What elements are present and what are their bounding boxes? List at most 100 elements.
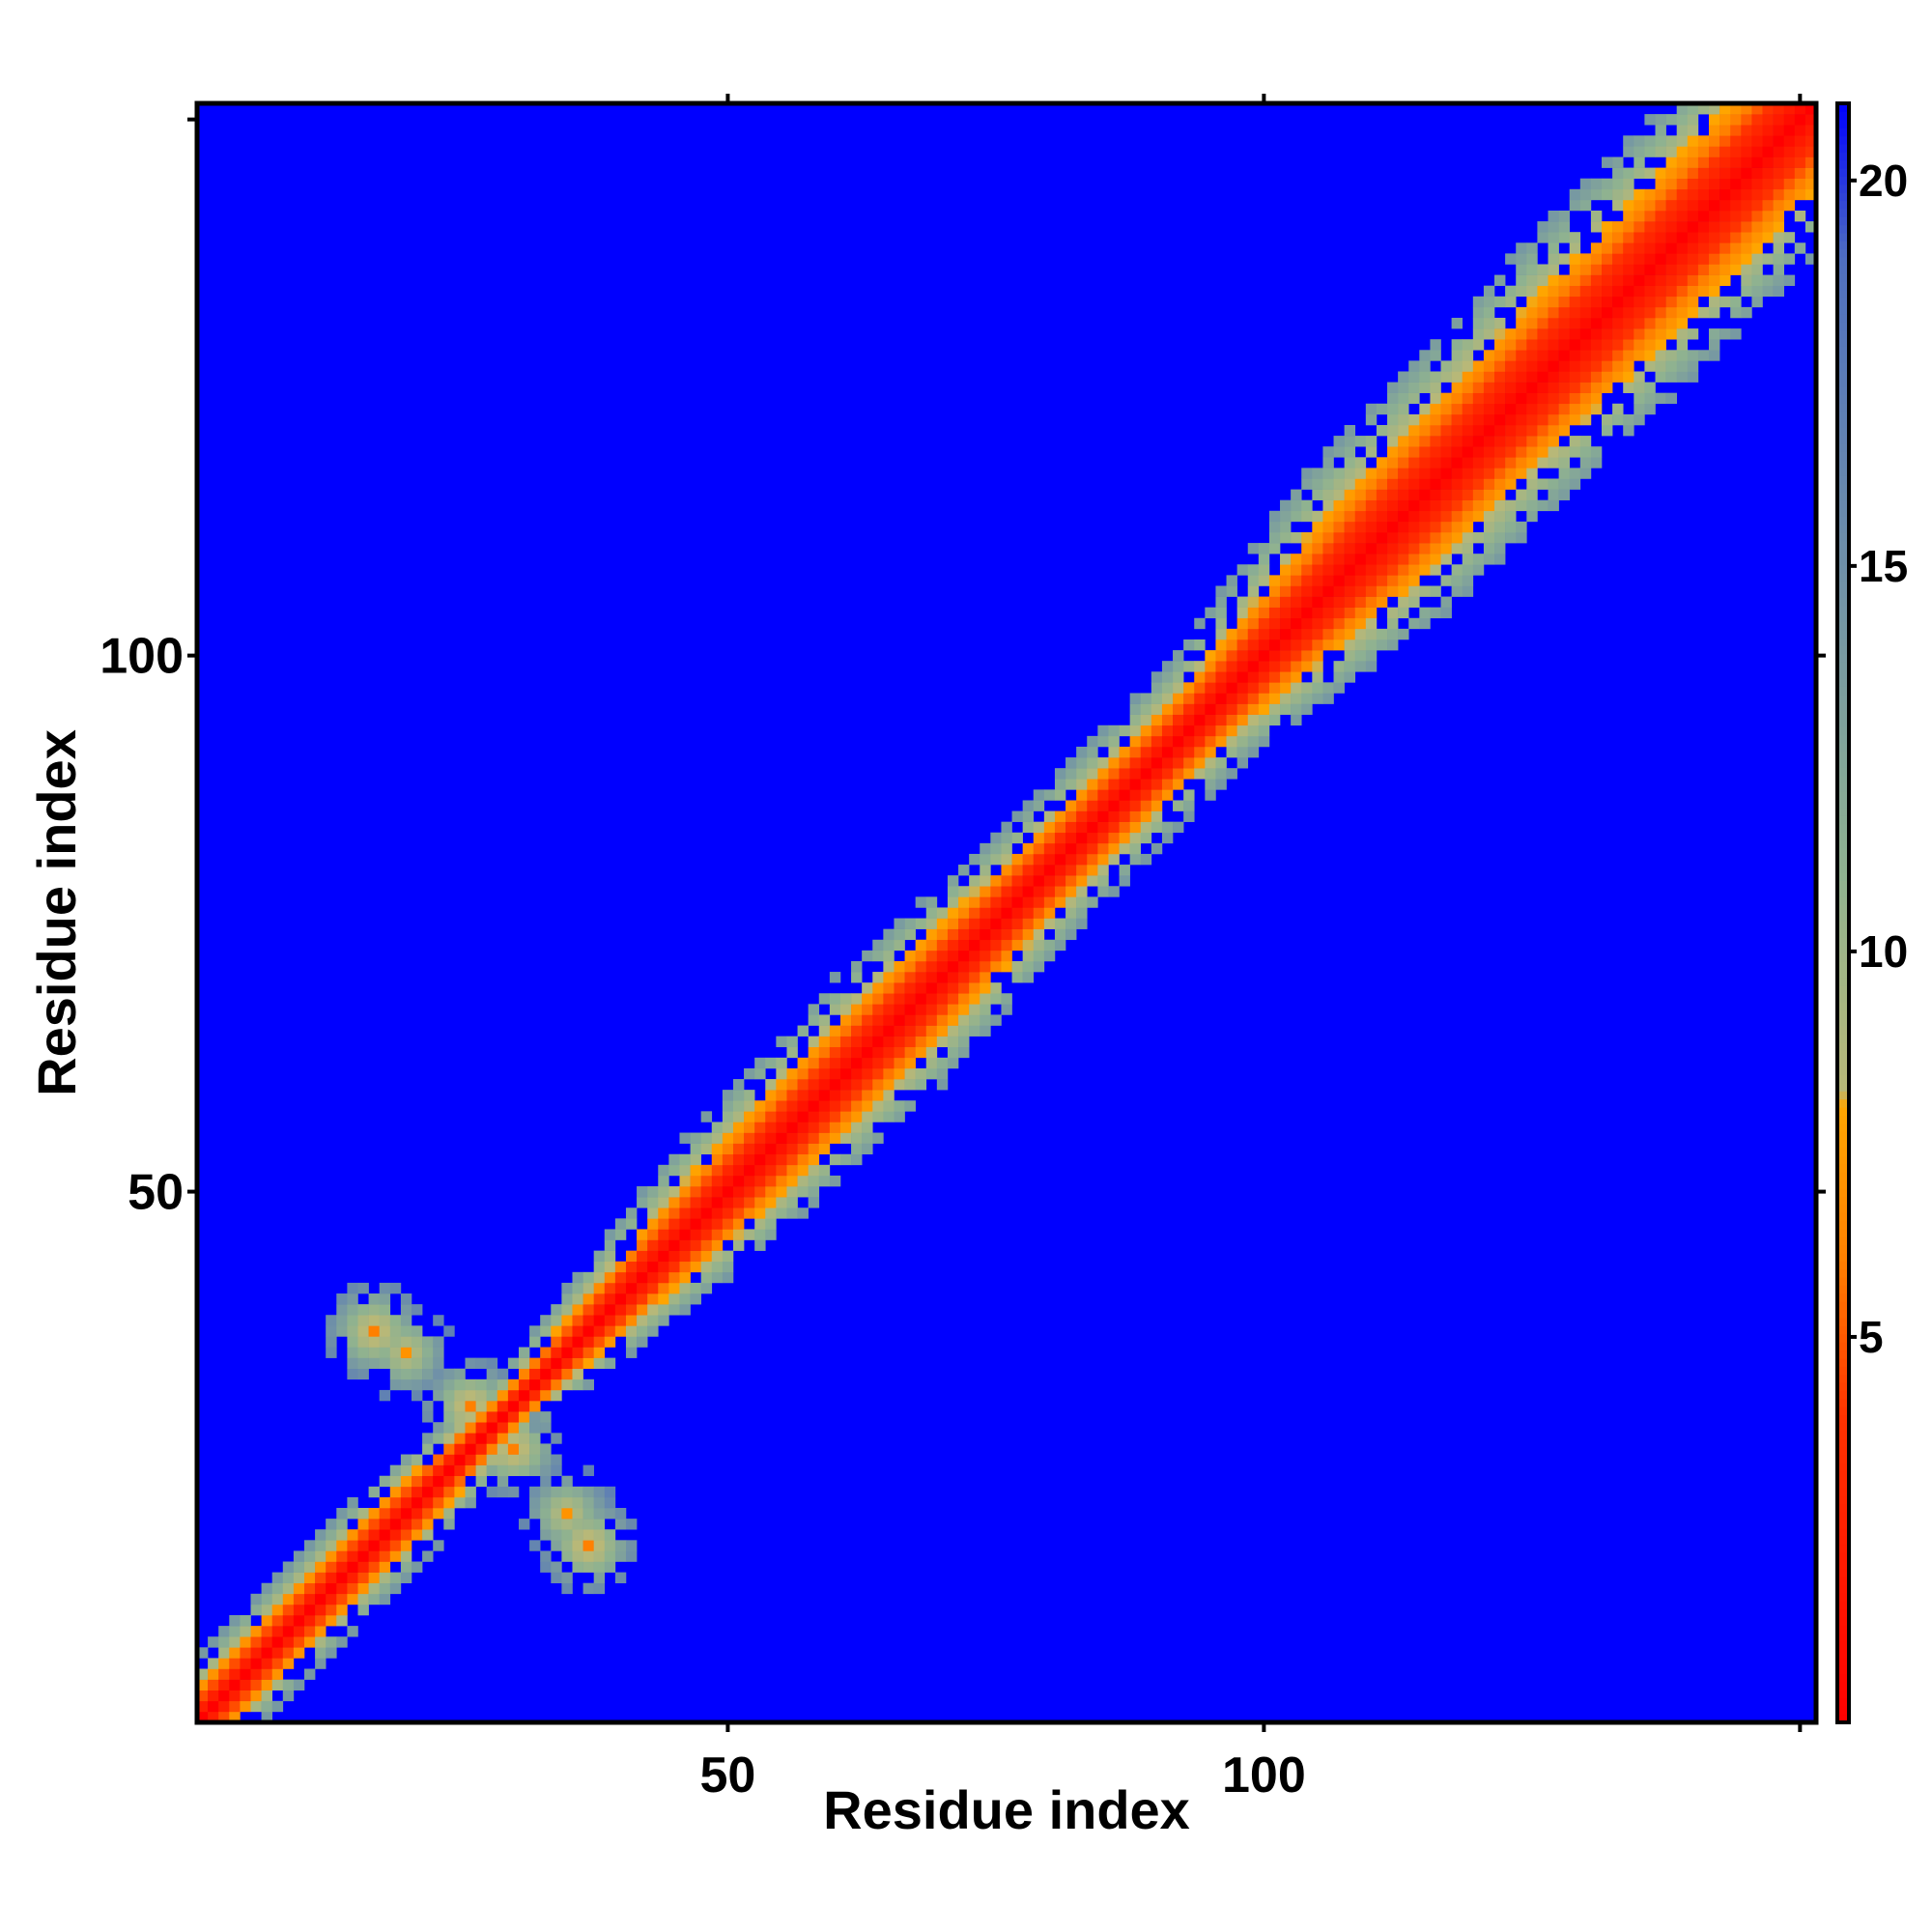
heatmap-cell	[433, 1455, 443, 1465]
heatmap-cell	[347, 1594, 357, 1605]
heatmap-cell	[1463, 468, 1473, 478]
heatmap-cell	[583, 1358, 594, 1369]
heatmap-cell	[487, 1358, 497, 1369]
heatmap-cell	[1463, 511, 1473, 522]
heatmap-cell	[508, 1379, 519, 1390]
heatmap-cell	[1570, 478, 1580, 489]
heatmap-cell	[551, 1508, 561, 1519]
heatmap-cell	[1688, 371, 1698, 382]
heatmap-cell	[969, 1014, 980, 1025]
heatmap-cell	[626, 1208, 637, 1218]
heatmap-cell	[583, 1465, 594, 1476]
heatmap-cell	[1570, 371, 1580, 382]
heatmap-cell	[1494, 425, 1505, 436]
heatmap-cell	[508, 1358, 519, 1369]
heatmap-cell	[1108, 886, 1119, 896]
heatmap-cell	[1473, 564, 1484, 575]
heatmap-cell	[1312, 564, 1322, 575]
heatmap-cell	[1215, 715, 1226, 725]
heatmap-cell	[776, 1068, 786, 1079]
heatmap-cell	[1570, 414, 1580, 425]
heatmap-cell	[1709, 297, 1719, 307]
heatmap-cell	[786, 1079, 797, 1090]
heatmap-cell	[691, 1283, 701, 1293]
heatmap-cell	[1387, 608, 1398, 618]
heatmap-cell	[1044, 919, 1055, 929]
heatmap-cell	[830, 972, 840, 982]
heatmap-cell	[1559, 307, 1570, 318]
heatmap-cell	[369, 1519, 380, 1529]
heatmap-cell	[1408, 425, 1419, 436]
heatmap-cell	[830, 1100, 840, 1111]
heatmap-cell	[422, 1443, 433, 1454]
heatmap-cell	[1688, 253, 1698, 264]
heatmap-cell	[1548, 307, 1559, 318]
heatmap-cell	[1580, 393, 1591, 404]
heatmap-cell	[1612, 371, 1623, 382]
heatmap-cell	[1452, 522, 1463, 532]
heatmap-cell	[980, 843, 990, 854]
heatmap-cell	[1452, 436, 1463, 446]
heatmap-cell	[1730, 328, 1741, 339]
heatmap-cell	[765, 1186, 776, 1197]
heatmap-cell	[1130, 800, 1141, 810]
heatmap-cell	[990, 961, 1001, 972]
heatmap-cell	[1269, 693, 1280, 703]
heatmap-cell	[723, 1133, 733, 1144]
heatmap-cell	[551, 1529, 561, 1540]
heatmap-cell	[1291, 661, 1301, 671]
heatmap-cell	[272, 1573, 283, 1583]
heatmap-cell	[754, 1144, 765, 1154]
heatmap-cell	[1097, 736, 1108, 747]
heatmap-cell	[1430, 543, 1440, 554]
heatmap-cell	[454, 1455, 465, 1465]
heatmap-cell	[1023, 822, 1034, 833]
heatmap-cell	[433, 1348, 443, 1358]
heatmap-cell	[1012, 972, 1023, 982]
heatmap-cell	[1387, 457, 1398, 468]
heatmap-cell	[1570, 446, 1580, 457]
heatmap-cell	[1548, 318, 1559, 328]
heatmap-cell	[1387, 543, 1398, 554]
heatmap-cell	[1334, 436, 1345, 446]
heatmap-cell	[1301, 575, 1312, 585]
heatmap-cell	[679, 1133, 690, 1144]
heatmap-cell	[1345, 543, 1355, 554]
heatmap-cell	[1345, 468, 1355, 478]
heatmap-cell	[1355, 436, 1366, 446]
heatmap-cell	[1001, 843, 1011, 854]
heatmap-cell	[969, 1026, 980, 1037]
heatmap-cell	[1484, 511, 1494, 522]
heatmap-cell	[529, 1508, 540, 1519]
heatmap-cell	[594, 1283, 605, 1293]
heatmap-cell	[1644, 318, 1655, 328]
heatmap-cell	[1183, 639, 1194, 650]
heatmap-cell	[798, 1100, 809, 1111]
heatmap-cell	[798, 1122, 809, 1132]
heatmap-cell	[262, 1658, 272, 1668]
heatmap-cell	[1087, 896, 1097, 907]
heatmap-cell	[969, 875, 980, 886]
heatmap-cell	[668, 1251, 679, 1262]
heatmap-cell	[1408, 371, 1419, 382]
heatmap-cell	[1677, 168, 1688, 179]
heatmap-cell	[1494, 543, 1505, 554]
heatmap-cell	[1623, 339, 1634, 350]
heatmap-cell	[208, 1701, 218, 1712]
heatmap-cell	[401, 1476, 412, 1487]
heatmap-cell	[1291, 532, 1301, 543]
heatmap-cell	[1441, 404, 1452, 414]
heatmap-cell	[883, 1037, 894, 1047]
heatmap-cell	[840, 1058, 851, 1068]
heatmap-cell	[1355, 478, 1366, 489]
heatmap-cell	[1795, 135, 1805, 146]
heatmap-cell	[840, 993, 851, 1004]
heatmap-cell	[1784, 114, 1795, 125]
heatmap-cell	[1259, 671, 1269, 682]
heatmap-cell	[1452, 585, 1463, 596]
heatmap-cell	[1570, 468, 1580, 478]
heatmap-cell	[754, 1068, 765, 1079]
heatmap-cell	[1537, 264, 1548, 274]
heatmap-cell	[1677, 179, 1688, 189]
heatmap-cell	[1044, 854, 1055, 865]
